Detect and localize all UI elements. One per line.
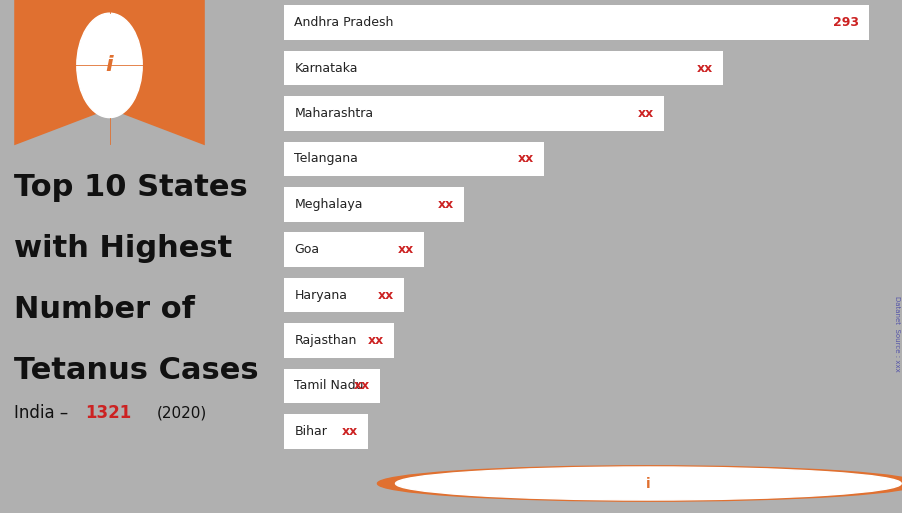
Text: xx: xx [354, 380, 370, 392]
Text: xx: xx [637, 107, 653, 120]
FancyBboxPatch shape [284, 96, 663, 131]
Text: Tamil Nadu: Tamil Nadu [294, 380, 364, 392]
Text: xx: xx [437, 198, 454, 211]
Circle shape [377, 466, 902, 501]
FancyBboxPatch shape [284, 142, 543, 176]
Polygon shape [14, 0, 205, 145]
FancyBboxPatch shape [284, 187, 464, 222]
FancyBboxPatch shape [284, 414, 368, 448]
Text: Top 10 States: Top 10 States [14, 172, 248, 202]
Text: xx: xx [342, 425, 358, 438]
Text: xx: xx [378, 289, 394, 302]
Text: Rajasthan: Rajasthan [294, 334, 356, 347]
Text: 1321: 1321 [86, 404, 132, 422]
Text: Haryana: Haryana [294, 289, 347, 302]
Text: i: i [645, 477, 650, 490]
Text: Karnataka: Karnataka [294, 62, 357, 74]
FancyBboxPatch shape [284, 51, 723, 85]
Text: Maharashtra: Maharashtra [294, 107, 373, 120]
Text: (2020): (2020) [156, 406, 207, 421]
Circle shape [77, 13, 143, 117]
Text: xx: xx [398, 243, 414, 256]
Text: Datanet  Source : xxx: Datanet Source : xxx [893, 295, 898, 371]
Text: Telangana: Telangana [294, 152, 358, 165]
Text: xx: xx [696, 62, 713, 74]
Text: Bihar: Bihar [294, 425, 327, 438]
Circle shape [395, 467, 900, 500]
Text: 293: 293 [833, 16, 858, 29]
Text: i: i [106, 55, 113, 75]
Text: Tetanus Cases: Tetanus Cases [14, 357, 259, 385]
FancyBboxPatch shape [284, 232, 424, 267]
Text: xx: xx [517, 152, 533, 165]
FancyBboxPatch shape [284, 323, 394, 358]
FancyBboxPatch shape [284, 369, 380, 403]
Text: with Highest: with Highest [14, 234, 232, 263]
FancyBboxPatch shape [284, 6, 868, 40]
FancyBboxPatch shape [284, 278, 404, 312]
Text: indiastat: indiastat [672, 475, 761, 492]
Text: Number of: Number of [14, 295, 195, 324]
Text: Goa: Goa [294, 243, 319, 256]
Text: Meghalaya: Meghalaya [294, 198, 363, 211]
Text: xx: xx [367, 334, 383, 347]
Text: India –: India – [14, 404, 74, 422]
Text: media: media [792, 475, 854, 492]
Text: Andhra Pradesh: Andhra Pradesh [294, 16, 393, 29]
